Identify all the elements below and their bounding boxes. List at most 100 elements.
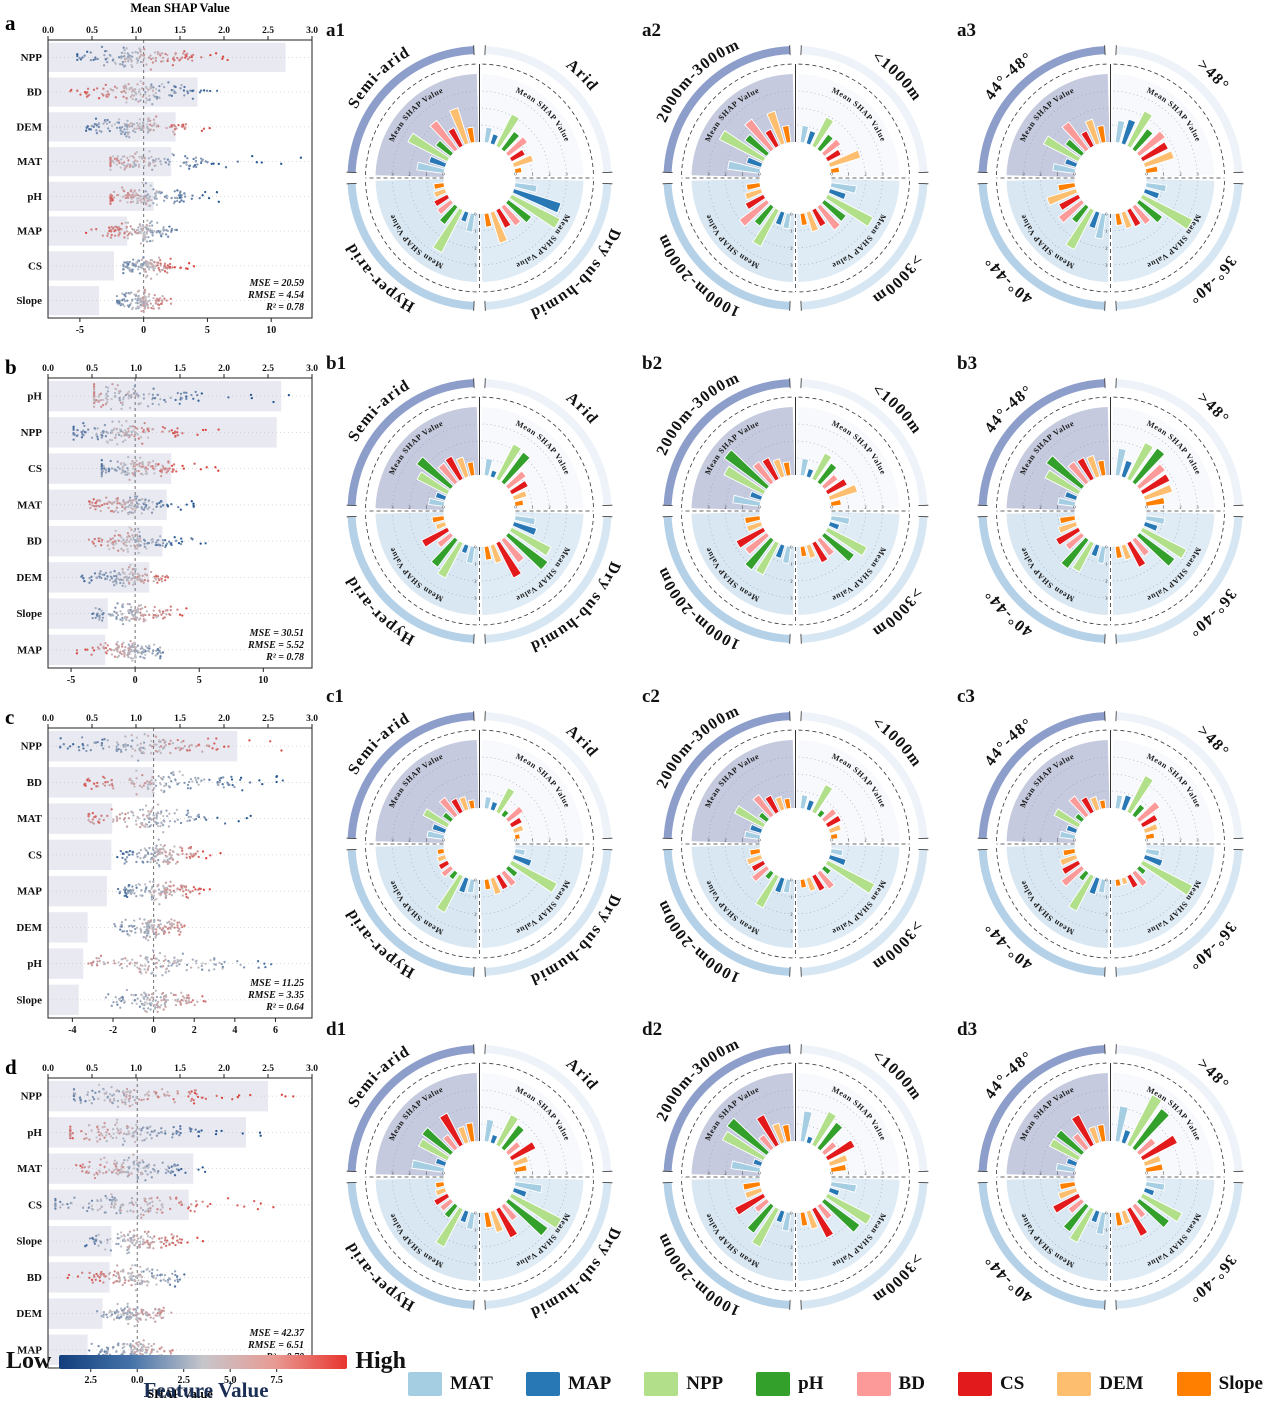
polar-bar-DEM bbox=[1059, 854, 1079, 867]
polar-bar-NPP bbox=[495, 1113, 520, 1148]
polar-bar-MAP bbox=[1090, 1209, 1101, 1224]
polar-bar-pH bbox=[504, 1197, 549, 1237]
svg-text:DEM: DEM bbox=[16, 922, 42, 934]
quadrant-bars-bl bbox=[745, 848, 791, 909]
polar-bar-BD bbox=[429, 119, 459, 153]
polar-bar-CS bbox=[433, 193, 451, 208]
polar-bar-pH bbox=[820, 531, 855, 563]
svg-text:BD: BD bbox=[27, 777, 42, 789]
polar-bar-DEM bbox=[805, 1209, 819, 1230]
polar-bar-CS bbox=[1139, 473, 1171, 496]
polar-bar-NPP bbox=[1139, 1192, 1183, 1223]
polar-bar-Slope bbox=[483, 878, 492, 891]
polar-bar-BD bbox=[743, 531, 770, 556]
polar-bar-Slope bbox=[483, 545, 493, 561]
polar-bar-MAP bbox=[511, 1187, 528, 1198]
quadrant-boundary-arc bbox=[996, 729, 1108, 842]
svg-text:-4: -4 bbox=[68, 1025, 76, 1036]
polar-bar-DEM bbox=[1057, 1187, 1079, 1200]
polar-bar-CS bbox=[1126, 540, 1147, 568]
quadrant-bars-tr bbox=[799, 116, 861, 174]
polar-bar-Slope bbox=[829, 1163, 847, 1173]
quadrant-boundary-arc bbox=[1113, 513, 1226, 626]
polar-bar-Slope bbox=[1096, 1123, 1107, 1143]
outer-ring-tr bbox=[484, 1045, 612, 1172]
quadrant-bg-bl bbox=[691, 511, 795, 615]
polar-bar-BD bbox=[820, 1140, 837, 1157]
svg-text:3.0: 3.0 bbox=[306, 714, 318, 724]
polar-bar-BD bbox=[1136, 130, 1167, 158]
polar-bar-DEM bbox=[774, 796, 786, 812]
panel-letter: d bbox=[5, 1055, 17, 1079]
polar-bar-CS bbox=[1080, 796, 1096, 815]
polar-bar-CS bbox=[495, 540, 522, 579]
polar-bar-CS bbox=[508, 479, 529, 496]
polar-bar-NPP bbox=[1139, 193, 1194, 230]
polar-bar-BD bbox=[1072, 1132, 1090, 1152]
quadrant-boundary-arc bbox=[1113, 729, 1226, 842]
quadrant-boundary-arc bbox=[996, 180, 1108, 293]
outer-ring-bl bbox=[347, 516, 475, 643]
polar-bar-MAT bbox=[1145, 1181, 1166, 1192]
stat-mse: MSE = 30.51 bbox=[249, 628, 304, 639]
polar-bar-NPP bbox=[733, 805, 766, 829]
polar-bar-pH bbox=[820, 1197, 861, 1233]
polar-bar-MAT bbox=[829, 515, 850, 526]
polar-bar-Slope bbox=[467, 799, 476, 810]
polar-bar-Slope bbox=[1062, 848, 1077, 857]
polar-bar-NPP bbox=[1053, 808, 1082, 829]
shap-panel-c: c 0.0 0.5 1.0 1.5 2.0 2.5 3.0 -4 -2 0 2 4 6 NPP BD MAT CS… bbox=[0, 700, 322, 1050]
polar-bar-MAP bbox=[459, 1209, 470, 1224]
svg-text:NPP: NPP bbox=[21, 427, 43, 439]
polar-chart-d3: Mean SHAP Value 44°-48° Mean SHAP Value >48… bbox=[953, 1011, 1268, 1344]
quadrant-bg-bl bbox=[691, 178, 795, 282]
stat-r2: R² = 0.78 bbox=[265, 652, 304, 663]
polar-bar-NPP bbox=[718, 129, 766, 163]
svg-text:2.0: 2.0 bbox=[218, 714, 230, 724]
polar-bar-NPP bbox=[437, 540, 464, 579]
outer-ring-bl bbox=[978, 849, 1106, 976]
outer-ring-tr bbox=[484, 712, 612, 839]
polar-bar-Slope bbox=[436, 848, 446, 856]
outer-ring-bl bbox=[978, 1182, 1106, 1309]
top-axis: 0.0 0.5 1.0 1.5 2.0 2.5 3.0 bbox=[42, 26, 318, 40]
outer-ring-tr bbox=[800, 1045, 927, 1172]
quadrant-bars-bl bbox=[1059, 848, 1107, 912]
beeswarm-points bbox=[69, 45, 303, 313]
polar-bar-NPP bbox=[750, 1206, 780, 1248]
polar-bar-DEM bbox=[1142, 150, 1175, 168]
outer-ring-bl bbox=[663, 516, 790, 643]
polar-bar-DEM bbox=[805, 543, 816, 559]
polar-bar-NPP bbox=[495, 113, 521, 149]
polar-bar-Slope bbox=[782, 461, 791, 477]
polar-bar-MAP bbox=[1142, 188, 1161, 200]
polar-bar-MAT bbox=[483, 457, 494, 477]
quadrant-bg-bl bbox=[691, 844, 795, 948]
polar-bar-MAP bbox=[827, 1187, 840, 1197]
polar-bar-pH bbox=[441, 811, 455, 824]
bottom-axis: -5 0 5 10 bbox=[76, 318, 276, 336]
feature-value-colorbar: Low High Feature Value bbox=[6, 1348, 406, 1403]
polar-bar-BD bbox=[500, 203, 522, 227]
svg-text:Slope: Slope bbox=[16, 994, 42, 1006]
mean-shap-bars bbox=[48, 42, 286, 316]
quadrant-boundary-arc bbox=[680, 729, 793, 842]
polar-bar-NPP bbox=[754, 873, 780, 909]
quadrant-bars-bl bbox=[733, 1181, 791, 1248]
quadrant-boundary-arc bbox=[365, 396, 477, 509]
polar-bar-DEM bbox=[489, 210, 509, 244]
polar-bar-BD bbox=[757, 1133, 775, 1152]
top-axis: 0.0 0.5 1.0 1.5 2.0 2.5 3.0 bbox=[42, 1064, 318, 1078]
polar-bar-BD bbox=[1131, 536, 1151, 557]
quadrant-bg-br bbox=[796, 844, 900, 948]
polar-bar-MAT bbox=[799, 794, 808, 810]
polar-bar-CS bbox=[1058, 193, 1082, 212]
quadrant-boundary-arc bbox=[996, 63, 1108, 176]
polar-bar-DEM bbox=[511, 154, 534, 168]
panel-letter: d1 bbox=[326, 1019, 346, 1040]
